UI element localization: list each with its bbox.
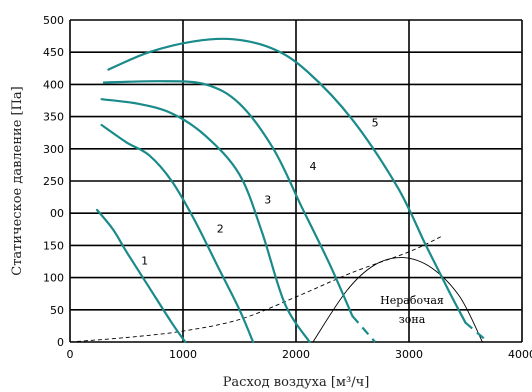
curve-label-3: 3 — [264, 194, 271, 207]
tick-labels: 0100020003000400005010015000250300350400… — [43, 14, 532, 361]
x-tick-label: 3000 — [395, 348, 423, 361]
fan-curves — [96, 37, 489, 344]
fan-curve-3 — [100, 98, 311, 344]
non-working-zone-boundary — [312, 257, 483, 343]
y-tick-label: 50 — [50, 304, 64, 317]
x-tick-label: 0 — [67, 348, 74, 361]
y-tick-label: 400 — [43, 78, 64, 91]
x-tick-label: 1000 — [169, 348, 197, 361]
y-tick-label: 150 — [43, 239, 64, 252]
fan-curve-1 — [96, 208, 187, 344]
y-tick-label: 00 — [50, 207, 64, 220]
fan-curve-5 — [107, 37, 467, 324]
fan-curve-2 — [100, 123, 255, 344]
zone-label-line2: зона — [399, 313, 426, 326]
curve-label-1: 1 — [141, 255, 148, 268]
y-tick-label: 250 — [43, 175, 64, 188]
y-tick-label: 0 — [57, 336, 64, 349]
y-tick-label: 450 — [43, 46, 64, 59]
y-tick-label: 350 — [43, 111, 64, 124]
zone-label-line1: Нерабочая — [380, 294, 444, 307]
fan-curve-4-dashed — [351, 315, 376, 343]
curve-label-2: 2 — [217, 223, 224, 236]
grid — [69, 19, 523, 343]
fan-curve-4 — [102, 80, 354, 318]
non-working-zone — [312, 257, 483, 343]
curve-label-5: 5 — [372, 116, 379, 129]
y-tick-label: 500 — [43, 14, 64, 27]
x-tick-label: 2000 — [282, 348, 310, 361]
y-tick-label: 100 — [43, 272, 64, 285]
x-axis-title: Расход воздуха [м³/ч] — [223, 375, 370, 390]
curve-label-4: 4 — [309, 160, 316, 173]
curve-labels: 1 2 3 4 5 — [141, 116, 379, 267]
y-tick-label: 300 — [43, 143, 64, 156]
y-axis-title: Статическое давление [Па] — [10, 86, 25, 276]
fan-curve-5-dashed — [464, 321, 489, 343]
